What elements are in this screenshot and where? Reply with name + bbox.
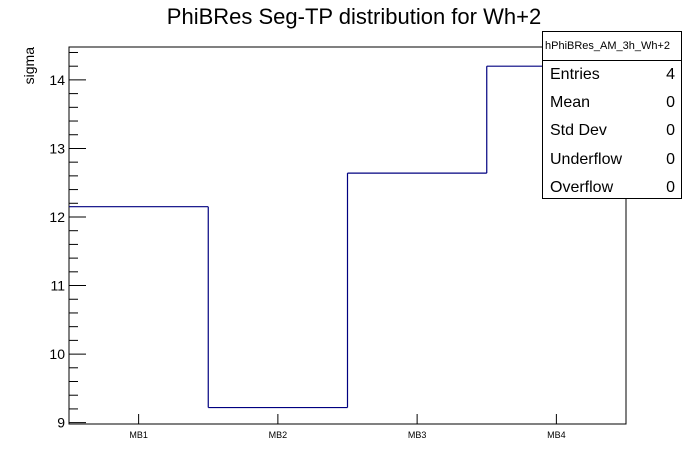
x-tick-label-mb1: MB1 xyxy=(129,430,148,440)
y-tick-label: 11 xyxy=(50,278,65,294)
stats-value: 0 xyxy=(666,150,675,168)
stats-value: 0 xyxy=(666,122,675,140)
stats-box: hPhiBRes_AM_3h_Wh+2 Entries 4 Mean 0 Std… xyxy=(542,31,682,199)
stats-row-mean: Mean 0 xyxy=(543,89,681,117)
stats-label: Underflow xyxy=(550,150,623,168)
chart-title: PhiBRes Seg-TP distribution for Wh+2 xyxy=(167,4,541,29)
axis-ticks xyxy=(69,51,557,424)
stats-label: Entries xyxy=(550,66,600,83)
stats-label: Std Dev xyxy=(550,122,607,140)
stats-title: hPhiBRes_AM_3h_Wh+2 xyxy=(543,32,681,61)
y-tick-label: 13 xyxy=(49,140,65,156)
stats-row-overflow: Overflow 0 xyxy=(543,174,681,202)
x-tick-label-mb3: MB3 xyxy=(408,430,427,440)
stats-label: Overflow xyxy=(550,178,614,196)
y-tick-label: 14 xyxy=(49,72,65,88)
stats-value: 4 xyxy=(666,66,675,83)
stats-row-entries: Entries 4 xyxy=(543,61,681,89)
stats-row-underflow: Underflow 0 xyxy=(543,146,681,174)
plot-frame xyxy=(68,46,627,425)
x-tick-label-mb4: MB4 xyxy=(547,430,566,440)
stats-row-std-dev: Std Dev 0 xyxy=(543,117,681,145)
stats-value: 0 xyxy=(666,178,675,196)
stats-value: 0 xyxy=(666,94,675,112)
y-tick-label: 9 xyxy=(57,415,65,431)
y-axis-label: sigma xyxy=(21,47,37,85)
tick-labels: 9 10 11 12 13 14 MB1 MB2 MB3 MB4 xyxy=(49,72,565,440)
stats-label: Mean xyxy=(550,94,591,112)
y-tick-label: 10 xyxy=(49,346,65,362)
x-tick-label-mb2: MB2 xyxy=(269,430,288,440)
histogram-bins xyxy=(69,65,626,409)
y-tick-label: 12 xyxy=(49,209,65,225)
